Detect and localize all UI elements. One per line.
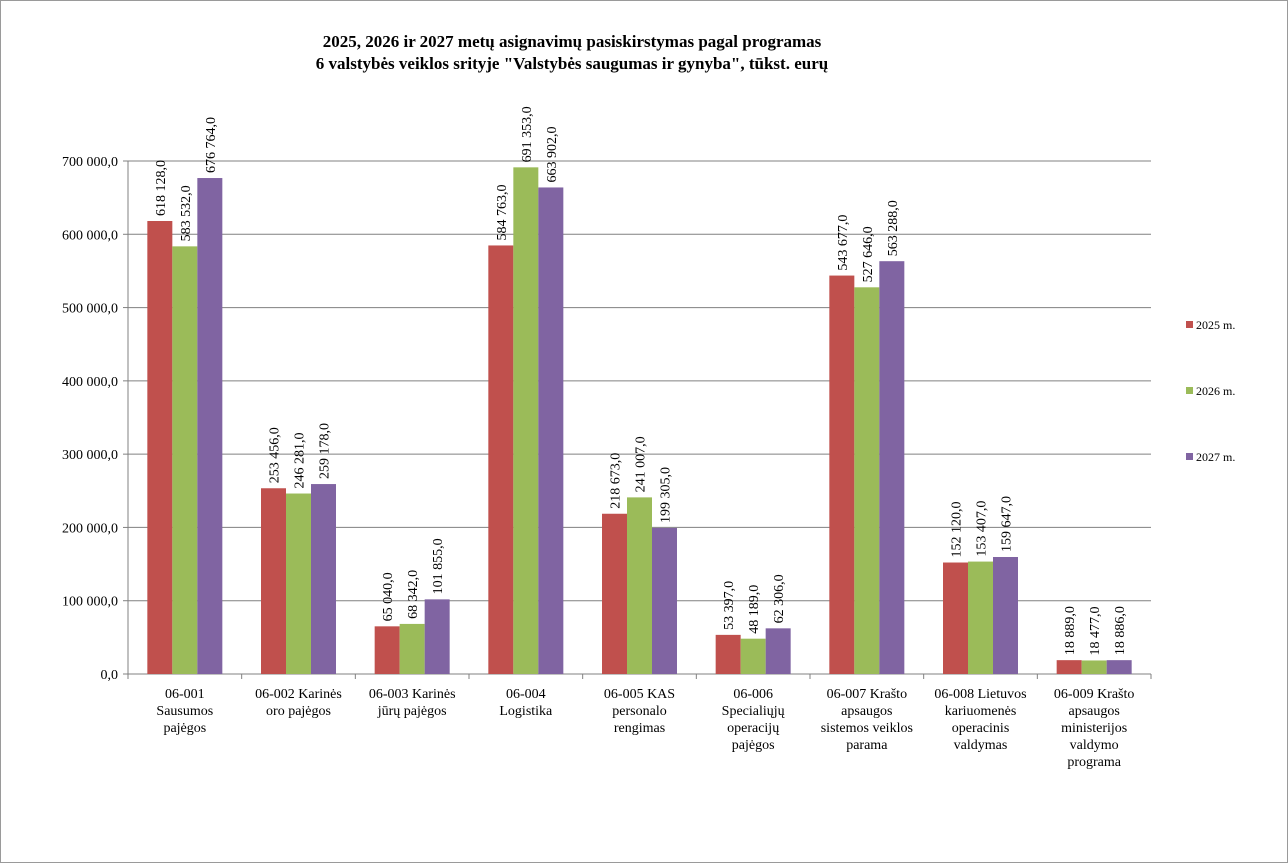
bar [286, 493, 311, 674]
bar [740, 638, 766, 674]
y-tick-label: 700 000,0 [62, 155, 118, 170]
legend-swatch [1186, 387, 1193, 394]
data-label: 153 407,0 [975, 501, 990, 557]
data-label: 241 007,0 [634, 436, 649, 492]
legend-label: 2027 m. [1196, 450, 1235, 464]
bar [1106, 660, 1132, 674]
bar [147, 221, 173, 674]
bar [374, 626, 400, 674]
y-tick-label: 400 000,0 [62, 375, 118, 390]
bar [197, 178, 223, 674]
data-label: 618 128,0 [154, 160, 169, 216]
x-axis: 06-001 Sausumos pajėgos 06-002 Karinės oro p… [127, 674, 1152, 770]
data-label: 68 342,0 [406, 570, 421, 619]
x-tick-label: 06-009 Krašto apsaugos ministerijos valdymo… [1054, 687, 1135, 770]
bar [172, 246, 198, 674]
bar [993, 557, 1018, 674]
bar [1056, 660, 1082, 674]
data-label: 199 305,0 [659, 467, 674, 523]
legend-item: 2025 m. [1186, 318, 1235, 332]
data-label: 259 178,0 [318, 423, 333, 479]
bars [147, 167, 1132, 674]
legend-label: 2026 m. [1196, 384, 1235, 398]
bar [261, 488, 286, 674]
x-tick-label: 06-008 Lietuvos kariuomenės operacinis vald… [934, 687, 1026, 753]
y-tick-label: 500 000,0 [62, 302, 118, 317]
bar [968, 561, 993, 674]
data-label: 246 281,0 [293, 433, 308, 489]
bar [652, 527, 677, 674]
data-label: 543 677,0 [836, 215, 851, 271]
bar [1081, 660, 1107, 674]
legend-item: 2027 m. [1186, 450, 1235, 464]
x-tick-label: 06-005 KAS personalo rengimas [604, 687, 675, 736]
legend-item: 2026 m. [1186, 384, 1235, 398]
data-label: 253 456,0 [268, 427, 283, 483]
data-label: 62 306,0 [772, 574, 787, 623]
data-label: 65 040,0 [381, 572, 396, 621]
bar [829, 275, 855, 674]
data-label: 527 646,0 [861, 226, 876, 282]
data-label: 18 889,0 [1063, 606, 1078, 655]
bar [943, 562, 968, 674]
legend: 2025 m. 2026 m. 2027 m. [1186, 318, 1235, 464]
bar [765, 628, 791, 674]
legend-label: 2025 m. [1196, 318, 1235, 332]
legend-swatch [1186, 321, 1193, 328]
y-tick-label: 100 000,0 [62, 595, 118, 610]
legend-swatch [1186, 453, 1193, 460]
data-label: 152 120,0 [950, 502, 965, 558]
bar [627, 497, 652, 674]
data-label: 18 886,0 [1113, 606, 1128, 655]
bar [311, 484, 336, 674]
bar [488, 245, 514, 674]
data-label: 563 288,0 [886, 200, 901, 256]
data-label: 18 477,0 [1088, 606, 1103, 655]
data-label: 53 397,0 [722, 581, 737, 630]
data-label: 101 855,0 [431, 538, 446, 594]
bar [715, 634, 741, 674]
data-label: 584 763,0 [495, 184, 510, 240]
x-tick-label: 06-004 Logistika [499, 687, 553, 719]
bar [424, 599, 450, 674]
bar [879, 261, 905, 674]
bar [602, 513, 627, 674]
x-tick-label: 06-002 Karinės oro pajėgos [255, 687, 342, 719]
data-label: 691 353,0 [520, 106, 535, 162]
x-tick-label: 06-003 Karinės jūrų pajėgos [369, 687, 456, 719]
bar [399, 623, 425, 674]
y-tick-label: 0,0 [101, 668, 119, 683]
data-label: 663 902,0 [545, 126, 560, 182]
bar [854, 287, 880, 674]
data-label: 218 673,0 [609, 453, 624, 509]
y-axis-ticks: 0,0 100 000,0 200 000,0 300 000,0 400 000,0 5… [62, 155, 129, 683]
chart-subtitle: 6 valstybės veiklos srityje "Valstybės s… [316, 54, 828, 73]
data-label: 159 647,0 [1000, 496, 1015, 552]
data-label: 48 189,0 [747, 585, 762, 634]
x-tick-label: 06-007 Krašto apsaugos sistemos veiklos par… [821, 687, 913, 753]
x-tick-label: 06-006 Specialiųjų operacijų pajėgos [722, 687, 785, 753]
data-label: 676 764,0 [204, 117, 219, 173]
bar [538, 187, 564, 674]
x-tick-label: 06-001 Sausumos pajėgos [156, 687, 213, 736]
data-labels: 618 128,0 583 532,0 676 764,0 253 456,0 246 … [154, 106, 1128, 655]
data-label: 583 532,0 [179, 185, 194, 241]
chart-title: 2025, 2026 ir 2027 metų asignavimų pasis… [323, 32, 822, 51]
y-tick-label: 300 000,0 [62, 448, 118, 463]
y-tick-label: 600 000,0 [62, 228, 118, 243]
y-tick-label: 200 000,0 [62, 521, 118, 536]
bar [513, 167, 539, 674]
